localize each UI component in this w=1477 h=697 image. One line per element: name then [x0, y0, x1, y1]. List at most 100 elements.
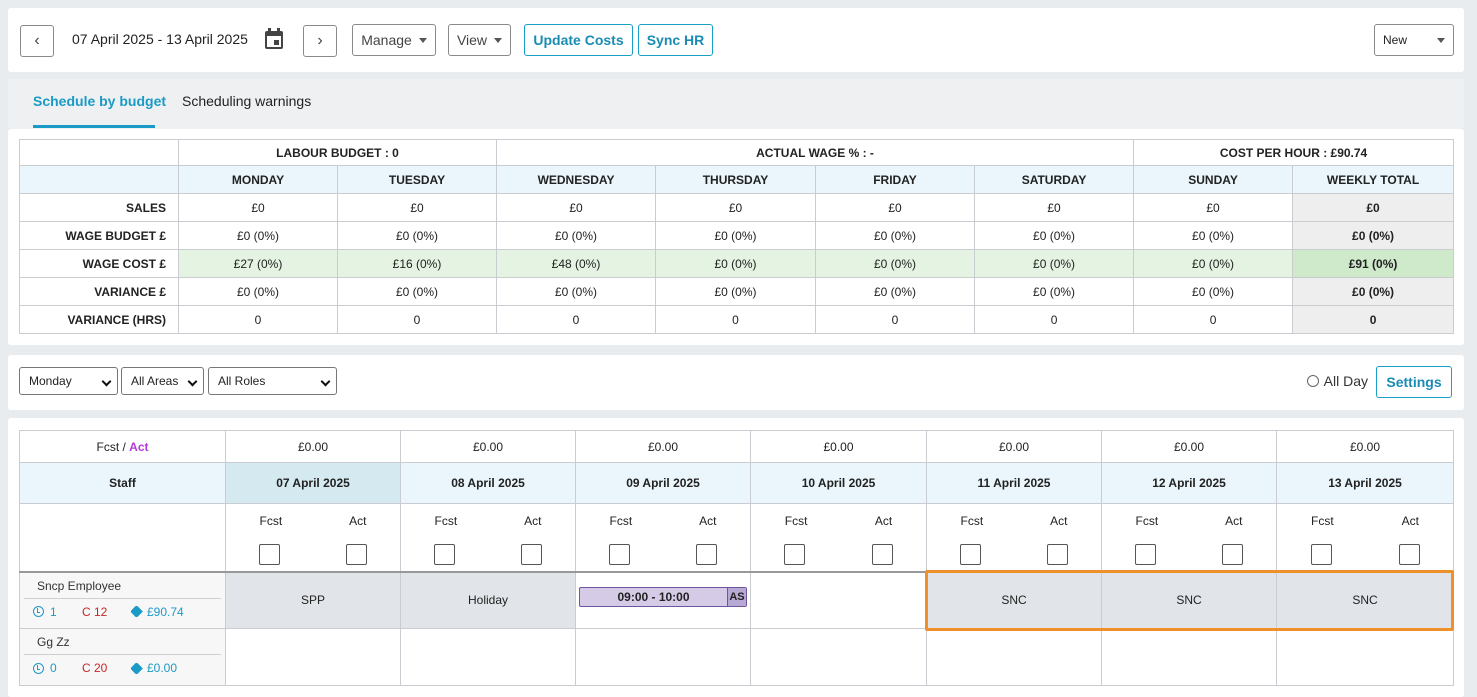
budget-cell: £0	[815, 193, 976, 222]
chevron-left-icon: ‹	[34, 32, 40, 49]
date-header: 12 April 2025	[1101, 462, 1277, 504]
chevron-right-icon: ›	[317, 32, 323, 49]
shift-cell[interactable]: SNC	[1276, 570, 1454, 629]
fcst-checkbox[interactable]	[960, 543, 981, 565]
budget-cell: £0 (0%)	[974, 277, 1135, 306]
blank-cell	[19, 537, 226, 572]
row-label: SALES	[19, 193, 179, 222]
budget-cell: 0	[974, 305, 1135, 334]
act-checkbox[interactable]	[696, 543, 717, 565]
act-checkbox[interactable]	[346, 543, 367, 565]
settings-button[interactable]: Settings	[1376, 366, 1452, 398]
caret-down-icon	[494, 37, 503, 43]
date-header: 10 April 2025	[750, 462, 927, 504]
fcst-checkbox[interactable]	[784, 543, 806, 565]
prev-week-button[interactable]: ‹	[20, 25, 54, 57]
shift-cell[interactable]	[1276, 628, 1454, 686]
row-label: WAGE BUDGET £	[19, 221, 179, 250]
fcst-checkbox[interactable]	[1310, 543, 1332, 565]
view-dropdown[interactable]: View	[448, 24, 511, 56]
col-thursday: THURSDAY	[655, 165, 817, 194]
act-label: Act	[1401, 513, 1419, 528]
act-label: Act	[349, 513, 367, 528]
shift-block[interactable]: 09:00 - 10:00 AS	[579, 587, 747, 607]
fcst-act-header: Fcst Act	[575, 503, 751, 538]
sync-hr-button[interactable]: Sync HR	[638, 24, 713, 56]
fcst-checkbox[interactable]	[434, 543, 455, 565]
new-dropdown[interactable]: New	[1374, 24, 1454, 56]
shift-cell[interactable]	[400, 628, 576, 686]
role-select[interactable]: All Roles	[208, 367, 337, 395]
shift-cell[interactable]	[750, 570, 927, 629]
date-header: 11 April 2025	[926, 462, 1102, 504]
act-checkbox[interactable]	[871, 543, 893, 565]
act-label: Act	[1050, 513, 1068, 528]
fcst-label: Fcst	[1310, 513, 1334, 528]
budget-cell: £0	[1133, 193, 1294, 222]
shift-time: 09:00 - 10:00	[617, 590, 690, 604]
shift-cell[interactable]	[575, 628, 751, 686]
budget-cell: 0	[1133, 305, 1294, 334]
fcst-legend: Fcst	[96, 439, 120, 454]
chevron-down-icon	[320, 376, 331, 387]
schedule-panel: Fcst / Act £0.00 £0.00 £0.00 £0.00 £0.00 £0.0…	[8, 418, 1464, 697]
date-header: 08 April 2025	[400, 462, 576, 504]
update-costs-button[interactable]: Update Costs	[524, 24, 633, 56]
checkbox-cell	[400, 537, 576, 572]
budget-cell: £0 (0%)	[496, 221, 657, 250]
shift-cell[interactable]	[750, 628, 927, 686]
manage-dropdown[interactable]: Manage	[352, 24, 436, 56]
tab-scheduling-warnings[interactable]: Scheduling warnings	[182, 93, 312, 109]
budget-cell: £0 (0%)	[1133, 221, 1294, 250]
tab-schedule-by-budget[interactable]: Schedule by budget	[33, 93, 167, 109]
fcst-checkbox[interactable]	[259, 543, 280, 565]
cost-per-hour-header: COST PER HOUR : £90.74	[1133, 139, 1455, 166]
staff-name: Gg Zz	[24, 635, 221, 655]
budget-cell: £0 (0%)	[815, 249, 976, 278]
act-checkbox[interactable]	[1222, 543, 1243, 565]
shift-cell[interactable]	[225, 628, 401, 686]
radio-icon[interactable]	[1306, 375, 1319, 387]
shift-cell[interactable]	[1101, 628, 1277, 686]
checkbox-cell	[1101, 537, 1277, 572]
forecast-value: £0.00	[575, 430, 751, 463]
staff-cell[interactable]: Gg Zz 0 C 20 £0.00	[19, 628, 226, 686]
staff-header: Staff	[19, 462, 226, 504]
area-select[interactable]: All Areas	[121, 367, 204, 395]
shift-cell[interactable]: Holiday	[400, 570, 576, 629]
shift-cell[interactable]	[926, 628, 1102, 686]
filter-bar: Monday All Areas All Roles All Day Setti…	[8, 355, 1464, 410]
shift-cell[interactable]: SPP	[225, 570, 401, 629]
clock-icon	[33, 662, 44, 674]
fcst-act-header: Fcst Act	[225, 503, 401, 538]
fcst-act-header: Fcst Act	[1101, 503, 1277, 538]
fcst-act-legend: Fcst / Act	[19, 430, 226, 463]
date-header: 07 April 2025	[225, 462, 401, 504]
calendar-icon[interactable]	[264, 28, 284, 50]
act-checkbox[interactable]	[1398, 543, 1420, 565]
checkbox-cell	[225, 537, 401, 572]
budget-cell: £0	[655, 193, 817, 222]
tab-bar: Schedule by budget Scheduling warnings	[8, 79, 1464, 129]
act-checkbox[interactable]	[1047, 543, 1068, 565]
staff-cell[interactable]: Sncp Employee 1 C 12 £90.74	[19, 570, 226, 629]
act-checkbox[interactable]	[521, 543, 542, 565]
fcst-checkbox[interactable]	[609, 543, 630, 565]
budget-panel: LABOUR BUDGET : 0 ACTUAL WAGE % : - COST…	[8, 129, 1464, 345]
budget-cell: £0 (0%)	[496, 277, 657, 306]
next-week-button[interactable]: ›	[303, 25, 337, 57]
budget-cell: £0 (0%)	[655, 249, 817, 278]
checkbox-cell	[926, 537, 1102, 572]
checkbox-cell	[1276, 537, 1454, 572]
shift-cell[interactable]: SNC	[1101, 570, 1277, 629]
fcst-label: Fcst	[1135, 513, 1159, 528]
date-range: 07 April 2025 - 13 April 2025	[72, 31, 248, 47]
col-monday: MONDAY	[178, 165, 338, 194]
staff-cost: £0.00	[147, 661, 178, 675]
col-friday: FRIDAY	[815, 165, 976, 194]
fcst-checkbox[interactable]	[1135, 543, 1156, 565]
day-select[interactable]: Monday	[19, 367, 118, 395]
budget-cell: 0	[336, 305, 498, 334]
all-day-radio[interactable]: All Day	[1306, 373, 1368, 389]
new-label: New	[1383, 33, 1408, 47]
